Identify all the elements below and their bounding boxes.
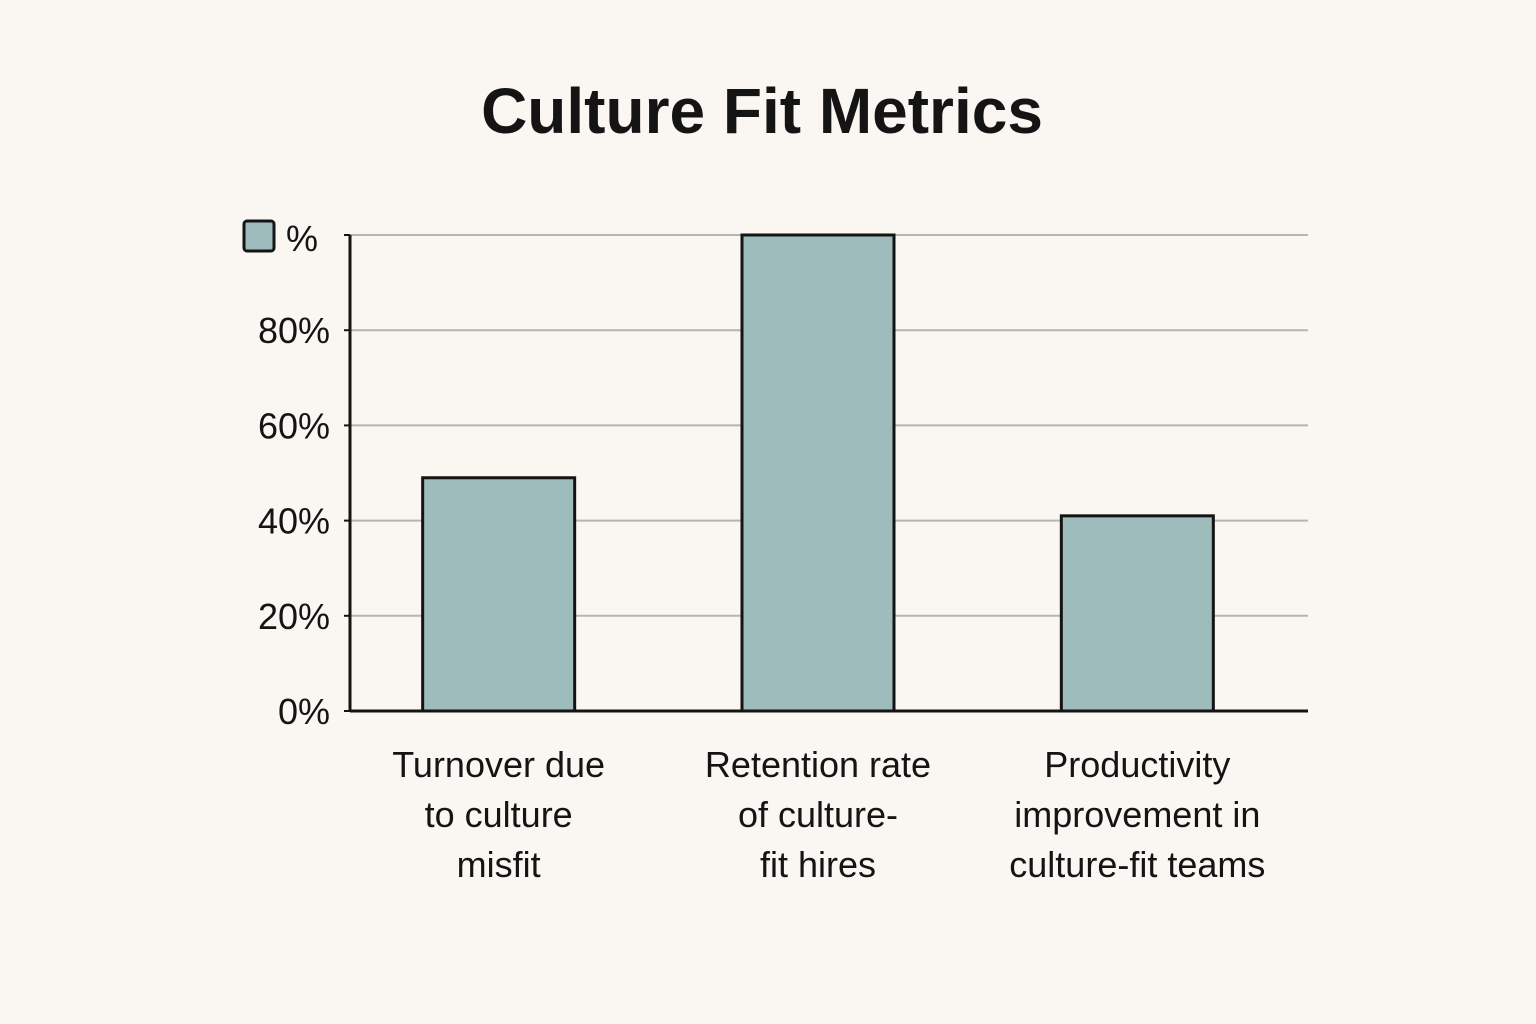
bars bbox=[421, 233, 1215, 713]
y-tick-label: 60% bbox=[258, 405, 330, 446]
category-label-line: misfit bbox=[457, 844, 541, 885]
category-label: Turnover due to culture misfit bbox=[392, 744, 605, 885]
category-label-line: Productivity bbox=[1044, 744, 1230, 785]
chart-title: Culture Fit Metrics bbox=[481, 75, 1043, 147]
bar bbox=[1059, 514, 1215, 713]
legend-swatch bbox=[242, 219, 276, 253]
axes bbox=[344, 234, 1308, 713]
category-label: Productivity improvement in culture-fit te… bbox=[1009, 744, 1265, 885]
category-label-line: culture-fit teams bbox=[1009, 844, 1265, 885]
y-tick-label: 80% bbox=[258, 310, 330, 351]
category-label-line: of culture- bbox=[738, 794, 898, 835]
y-tick-labels: 0% 20% 40% 60% 80% bbox=[258, 310, 330, 732]
category-label-line: fit hires bbox=[760, 844, 876, 885]
y-tick-label: 0% bbox=[278, 691, 330, 732]
category-label-line: improvement in bbox=[1014, 794, 1260, 835]
category-label-line: Retention rate bbox=[705, 744, 931, 785]
category-label-line: to culture bbox=[425, 794, 573, 835]
legend-label: % bbox=[286, 218, 318, 259]
category-label: Retention rate of culture-fit hires bbox=[705, 744, 931, 885]
y-tick-label: 40% bbox=[258, 501, 330, 542]
bar bbox=[740, 233, 896, 713]
category-label-line: Turnover due bbox=[392, 744, 605, 785]
legend: % bbox=[242, 218, 318, 259]
category-labels: Turnover due to culture misfit Retention ra… bbox=[392, 744, 1265, 885]
bar bbox=[421, 476, 577, 713]
y-tick-label: 20% bbox=[258, 596, 330, 637]
